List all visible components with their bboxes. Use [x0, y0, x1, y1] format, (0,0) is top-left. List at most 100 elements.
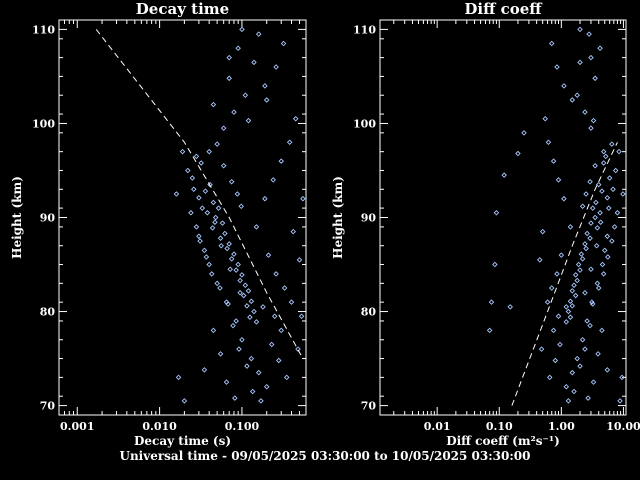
y-tick-label: 70 [361, 400, 377, 413]
y-tick-label: 90 [40, 212, 56, 225]
data-point [582, 346, 588, 352]
data-point [219, 220, 226, 226]
data-point [599, 327, 605, 334]
data-point [574, 92, 580, 98]
data-point [260, 304, 266, 310]
data-point [612, 167, 619, 174]
data-point [579, 203, 586, 209]
data-point [234, 191, 241, 197]
data-point [249, 388, 256, 395]
data-point [589, 301, 596, 307]
data-point [585, 395, 591, 401]
x-tick-label: 10.00 [606, 420, 640, 433]
data-point [588, 266, 594, 272]
data-point [273, 271, 279, 277]
x-axis-label: Decay time (s) [134, 434, 231, 448]
data-point [217, 235, 224, 241]
y-axis-label: Height (km) [10, 176, 24, 259]
data-point [600, 160, 607, 166]
data-point [614, 210, 621, 216]
data-point [617, 398, 623, 404]
data-point [233, 267, 239, 273]
data-point [577, 363, 583, 369]
data-point [220, 163, 227, 169]
data-point [577, 59, 583, 66]
data-point [592, 214, 598, 221]
data-point [574, 355, 580, 362]
data-point [567, 314, 574, 320]
data-point [545, 139, 552, 146]
data-point [231, 251, 237, 257]
data-point [539, 228, 546, 235]
data-point [208, 271, 215, 277]
data-point [300, 195, 306, 202]
chart-title: Decay time [136, 0, 229, 18]
data-point [587, 179, 593, 185]
data-point [214, 141, 220, 147]
y-tick-label: 90 [361, 212, 377, 225]
data-point [232, 395, 238, 401]
data-point [248, 355, 255, 362]
data-point [238, 203, 244, 209]
data-point [486, 327, 493, 334]
data-point [244, 303, 250, 309]
data-point [286, 139, 293, 146]
y-tick-label: 100 [32, 117, 55, 130]
data-point [571, 282, 577, 288]
data-point [594, 280, 601, 287]
data-point [600, 271, 607, 277]
data-point [268, 341, 275, 348]
data-point [214, 280, 220, 287]
plot-frame [58, 19, 307, 416]
data-point [595, 351, 601, 357]
data-point [619, 374, 625, 381]
data-point [620, 191, 626, 197]
data-point [235, 261, 241, 268]
data-point [604, 233, 611, 240]
data-point [597, 219, 604, 225]
data-point [237, 277, 243, 284]
data-point [188, 210, 194, 216]
data-point [255, 31, 262, 37]
data-point [239, 337, 245, 343]
data-point [226, 241, 232, 247]
data-point [554, 64, 560, 70]
data-point [223, 379, 230, 385]
data-point [203, 254, 210, 260]
data-point [210, 199, 217, 206]
data-point [263, 97, 270, 103]
diff-coeff-panel: Diff coeff 70 80 90 100 110 0.01 0.10 1.00 10.00 H… [331, 0, 640, 448]
data-point [258, 398, 264, 404]
data-point [542, 115, 548, 122]
data-point [582, 289, 588, 296]
data-point [245, 288, 252, 294]
data-point [292, 115, 299, 122]
data-point [191, 186, 197, 193]
data-point [565, 398, 572, 404]
data-point [283, 374, 290, 381]
data-point [595, 285, 602, 291]
data-point [226, 54, 232, 61]
data-point [583, 191, 589, 197]
data-point [236, 346, 242, 352]
y-tick-label: 100 [353, 117, 376, 130]
data-point [507, 304, 513, 310]
data-point [290, 228, 297, 235]
data-point [251, 308, 257, 315]
data-point [582, 241, 588, 247]
model-dashed-line [95, 29, 304, 359]
data-point [546, 374, 553, 381]
data-point [593, 199, 599, 206]
data-point [288, 299, 295, 305]
data-point [244, 363, 250, 369]
data-point [278, 158, 284, 164]
data-point [588, 125, 594, 131]
data-point [597, 210, 603, 216]
data-point [239, 26, 245, 33]
data-point [584, 230, 590, 237]
data-point [567, 298, 574, 304]
model-dashed-line [511, 142, 618, 406]
data-point [278, 327, 284, 334]
x-tick-label: 0.001 [60, 420, 94, 433]
